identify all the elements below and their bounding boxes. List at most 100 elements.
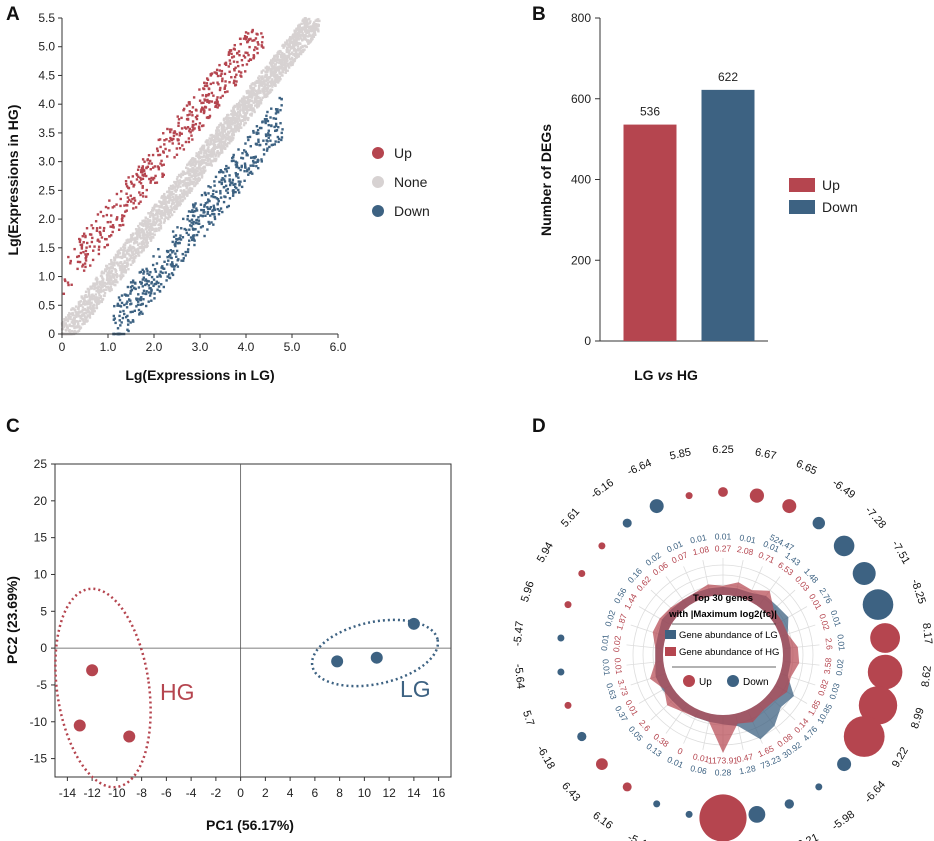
scatter-point-none	[240, 98, 244, 101]
scatter-point-none	[283, 61, 286, 64]
scatter-point-none	[274, 63, 277, 66]
fc-bubble-down	[815, 783, 823, 791]
scatter-point-none	[72, 331, 76, 335]
scatter-point-up	[159, 162, 162, 165]
scatter-point-down	[235, 161, 239, 164]
scatter-point-none	[204, 151, 208, 154]
scatter-point-down	[192, 204, 195, 208]
scatter-point-none	[219, 138, 222, 141]
scatter-point-down	[119, 310, 122, 313]
scatter-point-none	[246, 99, 250, 102]
scatter-point-none	[299, 36, 302, 39]
scatter-point-down	[278, 96, 281, 100]
scatter-point-down	[281, 128, 284, 131]
scatter-point-none	[302, 34, 305, 38]
lg-abundance-value: 0.03	[827, 682, 842, 701]
scatter-point-down	[219, 189, 222, 193]
scatter-point-down	[206, 206, 209, 209]
scatter-y-tick-label: 5.5	[38, 11, 55, 25]
scatter-point-up	[121, 219, 124, 223]
scatter-point-none	[196, 167, 200, 170]
scatter-point-none	[171, 200, 174, 203]
scatter-point-none	[96, 281, 99, 284]
scatter-point-none	[276, 66, 279, 70]
scatter-point-up	[172, 134, 176, 137]
scatter-point-none	[235, 114, 239, 118]
scatter-point-none	[283, 56, 286, 59]
scatter-point-down	[231, 178, 235, 182]
scatter-point-none	[239, 122, 242, 126]
scatter-point-down	[144, 283, 147, 287]
scatter-point-none	[224, 117, 228, 120]
scatter-point-none	[172, 184, 175, 187]
scatter-point-up	[249, 37, 252, 41]
scatter-point-none	[285, 41, 289, 44]
scatter-point-up	[151, 153, 155, 157]
scatter-point-none	[291, 62, 294, 66]
scatter-point-down	[247, 138, 250, 142]
scatter-point-up	[155, 181, 159, 184]
hg-abundance-value: 2.6	[824, 637, 835, 650]
scatter-point-up	[126, 200, 130, 203]
bar-legend-up-swatch	[789, 178, 815, 192]
scatter-point-none	[293, 31, 297, 35]
scatter-point-none	[207, 146, 210, 149]
scatter-point-none	[165, 207, 168, 211]
scatter-point-down	[199, 226, 203, 229]
scatter-point-none	[273, 69, 276, 72]
scatter-point-down	[154, 282, 158, 286]
scatter-point-down	[201, 214, 204, 218]
scatter-point-none	[249, 108, 252, 112]
scatter-point-down	[263, 118, 267, 121]
scatter-point-down	[112, 314, 116, 318]
scatter-point-none	[226, 120, 229, 124]
scatter-point-down	[232, 155, 235, 159]
fc-bubble-up	[596, 758, 608, 770]
scatter-point-down	[216, 197, 220, 201]
scatter-point-up	[102, 214, 105, 218]
scatter-point-up	[115, 192, 119, 196]
scatter-point-up	[129, 194, 132, 197]
scatter-point-none	[125, 241, 129, 245]
scatter-point-down	[274, 129, 277, 133]
scatter-point-up	[236, 60, 239, 64]
scatter-point-up	[205, 77, 209, 80]
scatter-point-down	[225, 170, 229, 173]
scatter-point-up	[84, 265, 87, 269]
scatter-point-none	[291, 36, 295, 40]
scatter-point-none	[290, 36, 293, 40]
scatter-point-none	[280, 58, 283, 61]
scatter-point-none	[228, 135, 231, 138]
scatter-point-none	[284, 71, 287, 74]
scatter-point-none	[288, 57, 292, 61]
fc-value-label: -5.98	[830, 808, 857, 832]
scatter-point-up	[208, 100, 211, 103]
scatter-point-none	[293, 59, 296, 63]
scatter-point-down	[126, 314, 129, 318]
scatter-point-down	[220, 178, 223, 182]
scatter-point-up	[233, 67, 236, 71]
scatter-point-none	[303, 44, 307, 48]
scatter-point-none	[179, 202, 182, 206]
scatter-point-none	[209, 160, 212, 163]
scatter-point-none	[249, 93, 252, 96]
scatter-point-none	[243, 99, 246, 102]
scatter-point-none	[155, 229, 158, 233]
scatter-y-tick-label: 2.5	[38, 183, 55, 197]
scatter-point-none	[97, 290, 100, 294]
scatter-point-down	[120, 321, 123, 324]
scatter-point-none	[126, 264, 129, 268]
scatter-point-none	[113, 258, 116, 261]
scatter-point-none	[185, 187, 188, 190]
scatter-point-none	[137, 232, 140, 235]
scatter-point-none	[92, 294, 96, 298]
scatter-point-none	[214, 138, 217, 141]
scatter-point-up	[221, 77, 224, 80]
scatter-point-none	[216, 133, 220, 136]
scatter-point-none	[69, 317, 72, 321]
scatter-point-down	[126, 300, 129, 303]
scatter-point-up	[143, 160, 146, 163]
scatter-point-down	[223, 180, 227, 183]
scatter-point-up	[90, 224, 93, 227]
scatter-point-none	[100, 271, 103, 274]
